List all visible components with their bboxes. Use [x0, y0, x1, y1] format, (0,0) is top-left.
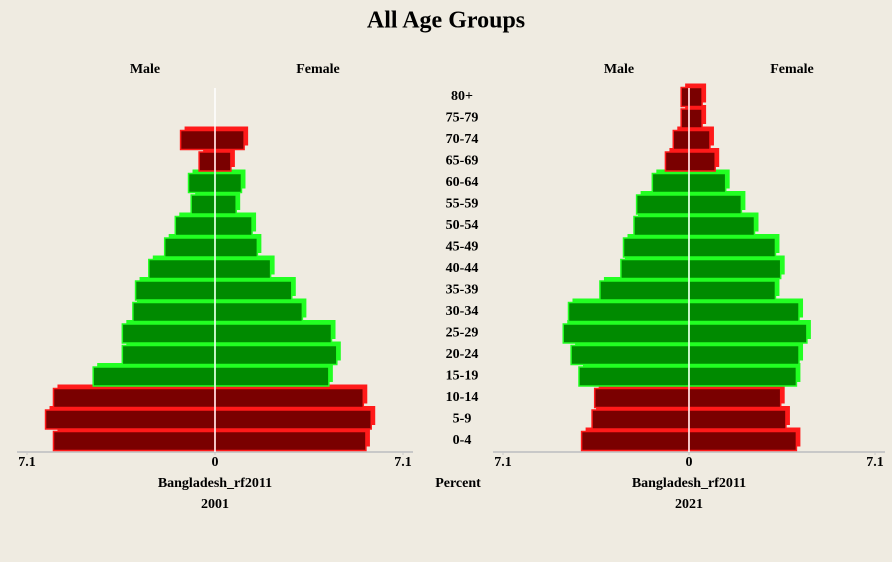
bar [599, 280, 690, 301]
age-label: 35-39 [446, 283, 479, 298]
legend-label: Female [770, 62, 814, 77]
age-label: 45-49 [446, 240, 479, 255]
bar [664, 151, 690, 172]
bar [593, 387, 690, 409]
bar [680, 86, 690, 108]
age-label: 60-64 [446, 175, 479, 190]
bar [121, 344, 216, 366]
age-label: 30-34 [446, 304, 479, 319]
bar [214, 258, 272, 280]
x-tick-label: 7.1 [394, 455, 412, 470]
bar [688, 301, 800, 323]
bar [190, 194, 216, 215]
x-axis-title: Bangladesh_rf2011 [158, 476, 272, 491]
chart-title: All Age Groups [367, 8, 525, 34]
bar [622, 237, 690, 258]
x-tick-label: 0 [212, 455, 219, 470]
bar [92, 366, 216, 387]
bar [52, 387, 216, 409]
legend-label: Female [296, 62, 340, 77]
bar [214, 280, 293, 301]
bar [578, 366, 690, 387]
bar [214, 409, 372, 430]
bar [680, 108, 690, 129]
bar [214, 129, 245, 151]
bar [214, 344, 338, 366]
bar [179, 129, 216, 151]
age-label: 70-74 [446, 132, 479, 147]
bar [148, 258, 216, 280]
age-label: 20-24 [446, 347, 479, 362]
x-axis-label: Percent [435, 476, 481, 491]
bar [688, 323, 808, 344]
x-tick-label: 7.1 [18, 455, 36, 470]
bar [688, 129, 711, 151]
bar [651, 172, 690, 194]
bar [214, 301, 304, 323]
bar [214, 366, 330, 387]
x-axis-title: Bangladesh_rf2011 [632, 476, 746, 491]
bar [688, 172, 727, 194]
bar [688, 86, 703, 108]
bar [688, 258, 782, 280]
bar [635, 194, 690, 215]
x-tick-label: 0 [686, 455, 693, 470]
bar [187, 172, 216, 194]
age-label: 65-69 [446, 154, 479, 169]
bar [214, 323, 333, 344]
age-label: 80+ [451, 89, 473, 104]
bar [214, 151, 232, 172]
bar [174, 215, 216, 237]
bar [214, 237, 259, 258]
bar [562, 323, 690, 344]
bar [44, 409, 216, 430]
bar [688, 151, 716, 172]
age-label: 40-44 [446, 261, 479, 276]
bar [688, 366, 798, 387]
age-label: 5-9 [453, 412, 472, 427]
bar [688, 430, 798, 452]
x-tick-label: 7.1 [866, 455, 884, 470]
age-label: 75-79 [446, 111, 479, 126]
legend-label: Male [604, 62, 634, 77]
age-label: 0-4 [453, 433, 472, 448]
bar [121, 323, 216, 344]
bar [688, 387, 782, 409]
age-label: 15-19 [446, 369, 479, 384]
bar [214, 215, 253, 237]
bar [688, 409, 787, 430]
bar [688, 344, 800, 366]
bar [567, 301, 690, 323]
bar [633, 215, 690, 237]
bar [198, 151, 216, 172]
bar [620, 258, 690, 280]
panel-year: 2001 [201, 497, 229, 512]
age-label: 10-14 [446, 390, 479, 405]
legend-label: Male [130, 62, 160, 77]
panel-year: 2021 [675, 497, 703, 512]
bar [688, 108, 703, 129]
bar [570, 344, 690, 366]
age-label: 25-29 [446, 326, 479, 341]
bar [214, 172, 243, 194]
bar [214, 194, 237, 215]
bar [214, 430, 367, 452]
bar [688, 280, 777, 301]
bar [688, 194, 743, 215]
bar [672, 129, 690, 151]
bar [214, 387, 365, 409]
bar [591, 409, 690, 430]
bar [134, 280, 216, 301]
age-label: 50-54 [446, 218, 479, 233]
bar [132, 301, 216, 323]
bar [163, 237, 216, 258]
bar [688, 215, 756, 237]
x-tick-label: 7.1 [494, 455, 512, 470]
age-label: 55-59 [446, 197, 479, 212]
bar [580, 430, 690, 452]
bar [688, 237, 777, 258]
bar [52, 430, 216, 452]
